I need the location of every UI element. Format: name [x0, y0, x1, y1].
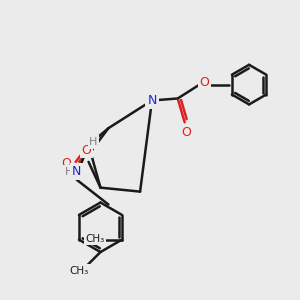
Text: H: H [64, 167, 73, 177]
Text: N: N [72, 165, 81, 178]
Text: O: O [61, 158, 71, 170]
Text: H: H [89, 137, 98, 147]
Text: N: N [147, 94, 157, 107]
Text: O: O [182, 126, 192, 139]
Text: CH₃: CH₃ [85, 234, 105, 244]
Text: O: O [200, 76, 209, 89]
Text: O: O [82, 143, 92, 157]
Text: CH₃: CH₃ [69, 266, 88, 276]
